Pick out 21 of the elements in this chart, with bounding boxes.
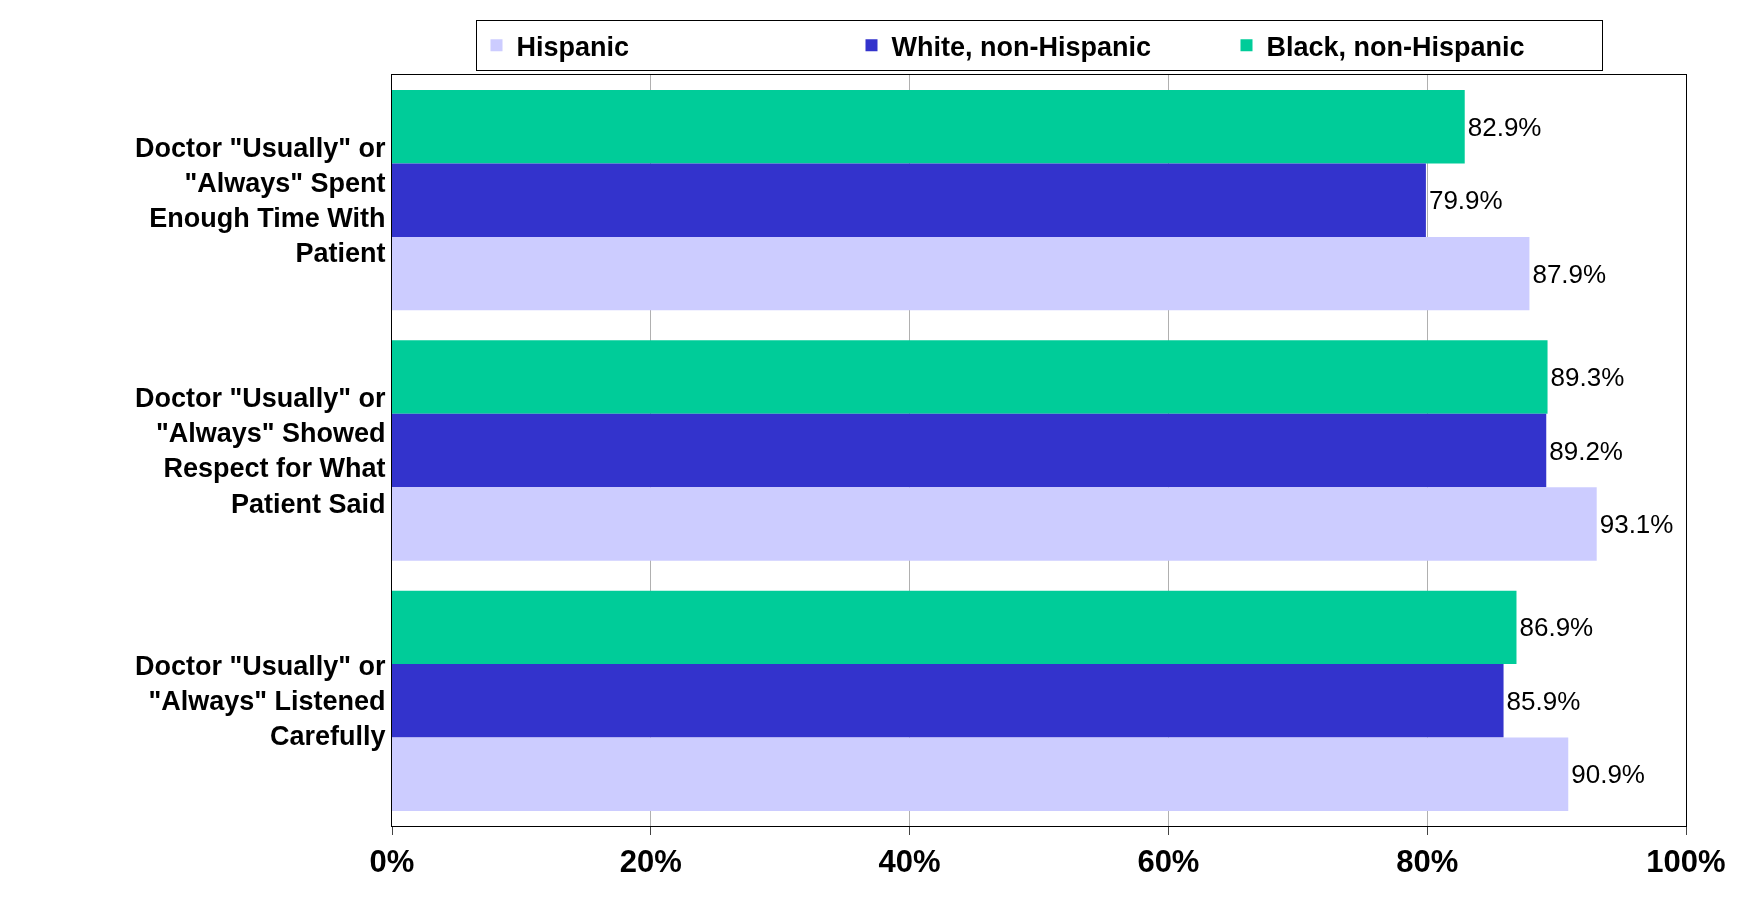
legend-label: Black, non-Hispanic [1266,31,1525,62]
x-tick-label: 100% [1646,844,1726,880]
legend-label: White, non-Hispanic [891,31,1151,62]
y-tick-label: Doctor "Usually" or "Always" Showed Respect for What Patient Said [134,383,387,519]
data-label: 90.9% [1571,759,1645,790]
data-label: 87.9% [1532,258,1607,289]
x-tick-label: 0% [369,844,415,880]
legend-label: Hispanic [516,31,630,62]
y-tick-label: Doctor "Usually" or "Always" Listened Carefully [134,651,387,752]
data-label: 82.9% [1467,111,1542,142]
x-tick-label: 60% [1137,844,1200,880]
y-tick-label: Doctor "Usually" or "Always" Spent Enough Time With Patient [134,132,387,269]
data-label: 86.9% [1519,612,1594,643]
data-label: 85.9% [1506,685,1581,716]
data-label: 93.1% [1599,508,1674,539]
x-tick-label: 40% [878,844,941,880]
data-label: 89.3% [1550,362,1625,393]
x-tick-label: 80% [1396,844,1459,880]
data-label: 89.2% [1549,435,1623,466]
x-tick-label: 20% [619,844,682,880]
data-label: 79.9% [1428,185,1503,216]
